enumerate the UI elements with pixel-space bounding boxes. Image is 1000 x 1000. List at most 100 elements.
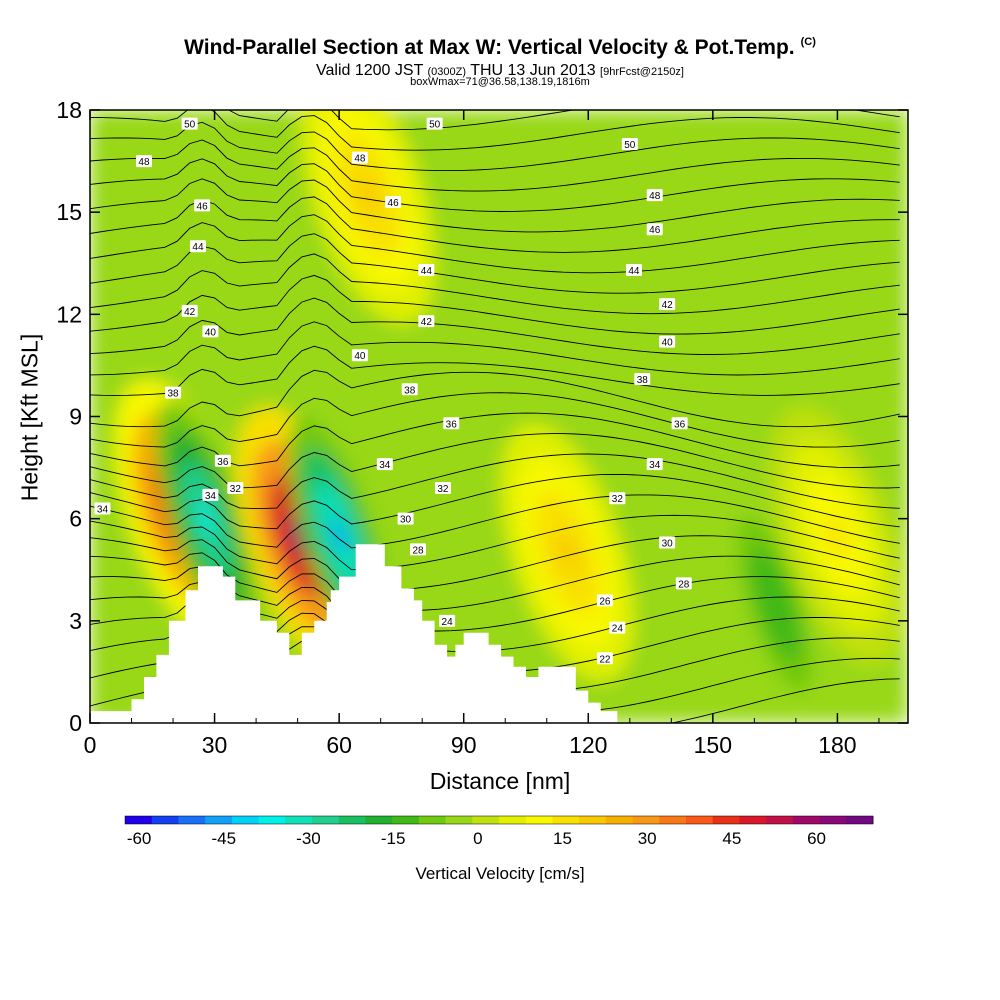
- theta-label-text: 46: [197, 201, 209, 212]
- colorbar-swatch: [712, 816, 740, 824]
- y-tick-label: 9: [69, 404, 82, 430]
- theta-isoline: [90, 274, 900, 335]
- chart-title-text: Wind-Parallel Section at Max W: Vertical…: [184, 36, 795, 59]
- theta-label-text: 30: [400, 515, 412, 526]
- velocity-cell: [767, 585, 784, 623]
- colorbar: -60 -45 -30 -15 0 15 30 45 60: [124, 815, 874, 848]
- box-wmax-line: boxWmax=71@36.58,138.19,1816m: [410, 76, 590, 88]
- theta-label: 38: [634, 373, 651, 386]
- colorbar-swatch: [151, 816, 179, 824]
- theta-label: 50: [181, 117, 198, 131]
- theta-label-text: 36: [217, 457, 229, 468]
- colorbar-swatch: [686, 816, 714, 824]
- theta-label-text: 34: [379, 460, 391, 471]
- theta-label: 46: [385, 195, 402, 209]
- theta-label-text: 40: [354, 351, 366, 362]
- colorbar-tick-label: 45: [722, 829, 741, 848]
- y-tick-label: 18: [56, 97, 82, 123]
- theta-label: 42: [181, 304, 198, 318]
- theta-label-text: 48: [138, 157, 150, 168]
- theta-label: 44: [625, 264, 642, 277]
- theta-label-text: 48: [354, 154, 366, 165]
- valid-time-utc: (0300Z): [427, 66, 467, 78]
- theta-label: 34: [376, 458, 393, 471]
- y-axis-title: Height [Kft MSL]: [16, 333, 43, 502]
- theta-label-text: 32: [437, 484, 449, 495]
- theta-label: 46: [194, 199, 211, 212]
- theta-label: 32: [434, 482, 451, 495]
- colorbar-tick-label: 0: [473, 829, 482, 848]
- colorbar-swatch: [499, 816, 527, 824]
- theta-label: 34: [646, 458, 663, 471]
- x-tick-label: 180: [818, 732, 856, 758]
- colorbar-frame: [124, 815, 874, 825]
- theta-isoline: [90, 297, 900, 355]
- theta-label-text: 42: [184, 307, 196, 318]
- theta-isoline: [90, 196, 900, 253]
- x-tick-label: 0: [84, 732, 97, 758]
- theta-isoline: [90, 121, 900, 172]
- colorbar-swatch: [258, 816, 286, 824]
- theta-label: 36: [671, 417, 688, 430]
- colorbar-tick-label: -15: [381, 829, 406, 848]
- theta-isoline: [90, 214, 900, 274]
- theta-isoline: [90, 110, 900, 151]
- colorbar-swatch: [205, 816, 233, 824]
- colorbar-swatch: [125, 816, 153, 824]
- theta-label: 42: [659, 298, 676, 311]
- theta-isoline: [90, 253, 900, 315]
- theta-isoline: [90, 552, 900, 612]
- theta-label: 44: [418, 264, 435, 277]
- colorbar-swatch: [819, 816, 847, 824]
- colorbar-swatch: [392, 816, 420, 824]
- theta-isoline: [90, 369, 900, 428]
- theta-label: 50: [621, 138, 638, 151]
- theta-label-text: 44: [192, 242, 204, 253]
- colorbar-swatch: [365, 816, 393, 824]
- colorbar-swatch: [552, 816, 580, 824]
- theta-label-text: 32: [230, 484, 242, 495]
- forecast-info: [9hrFcst@2150z]: [600, 66, 684, 78]
- theta-label-text: 42: [662, 300, 674, 311]
- theta-label-text: 32: [612, 494, 624, 505]
- theta-label-text: 50: [624, 140, 636, 151]
- velocity-cell: [357, 174, 379, 216]
- theta-label: 46: [646, 223, 663, 236]
- colorbar-swatch: [525, 816, 553, 824]
- theta-label: 48: [646, 189, 663, 202]
- theta-label-text: 48: [649, 191, 661, 202]
- velocity-cell: [826, 515, 848, 557]
- theta-label: 50: [426, 117, 443, 131]
- theta-isoline: [90, 473, 900, 530]
- terrain-mask: [90, 544, 618, 723]
- colorbar-swatch: [739, 816, 767, 824]
- y-tick-label: 3: [69, 608, 82, 634]
- theta-label-text: 38: [167, 389, 179, 400]
- theta-label: 28: [410, 543, 427, 556]
- theta-label: 24: [439, 614, 456, 628]
- velocity-cell: [556, 532, 579, 574]
- theta-label-text: 26: [599, 596, 611, 607]
- colorbar-swatch: [285, 816, 313, 824]
- theta-label: 40: [351, 349, 368, 362]
- colorbar-swatch: [445, 816, 473, 824]
- colorbar-tick-label: -30: [296, 829, 321, 848]
- colorbar-swatch: [418, 816, 447, 824]
- colorbar-swatch: [312, 816, 340, 824]
- theta-label-text: 28: [678, 579, 690, 590]
- theta-label-text: 38: [637, 375, 649, 386]
- theta-label-text: 50: [184, 120, 196, 131]
- x-tick-label: 60: [326, 732, 352, 758]
- theta-label-text: 38: [404, 385, 416, 396]
- theta-label: 36: [214, 454, 231, 468]
- theta-label: 32: [609, 492, 626, 505]
- theta-isoline: [90, 433, 900, 489]
- theta-label-text: 24: [442, 617, 454, 628]
- colorbar-tick-label: -60: [127, 829, 152, 848]
- x-tick-label: 30: [202, 732, 228, 758]
- theta-label-text: 40: [205, 327, 217, 338]
- theta-label-text: 36: [674, 419, 686, 430]
- y-tick-label: 6: [69, 506, 82, 532]
- y-tick-label: 15: [56, 199, 82, 225]
- theta-isoline: [90, 453, 900, 509]
